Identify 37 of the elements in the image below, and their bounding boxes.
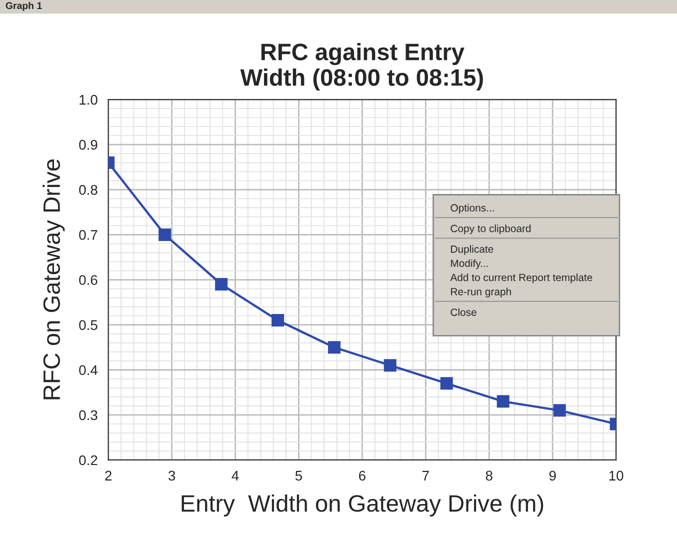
point bbox=[215, 278, 228, 291]
x-tick-label: 3 bbox=[168, 470, 176, 481]
annotation: Add to current Report template bbox=[450, 274, 592, 284]
point bbox=[496, 395, 510, 408]
x-tick-label: 2 bbox=[105, 470, 112, 480]
annotation: Modify... bbox=[451, 259, 488, 270]
point bbox=[158, 228, 172, 241]
point bbox=[272, 314, 284, 327]
x-tick-label: 4 bbox=[232, 470, 239, 480]
y-tick-label: 0.7 bbox=[79, 230, 98, 240]
y-axis-title: RFC on Gateway Drive bbox=[42, 159, 65, 400]
point bbox=[440, 377, 453, 390]
y-tick-label: 0.9 bbox=[79, 140, 98, 150]
y-tick-label: 1.0 bbox=[80, 94, 98, 105]
chart-title: RFC against Entry Width (08:00 to 08:15) bbox=[240, 42, 483, 91]
x-tick-label: 6 bbox=[359, 470, 366, 481]
x-tick-label: 10 bbox=[609, 470, 624, 481]
annotation: Close bbox=[450, 308, 476, 316]
y-tick-label: 0.2 bbox=[79, 455, 98, 466]
y-tick-label: 0.6 bbox=[79, 275, 98, 285]
annotation: Copy to clipboard bbox=[450, 224, 531, 234]
x-axis-title: Entry Width on Gateway Drive (m) bbox=[182, 494, 544, 516]
point bbox=[384, 359, 396, 372]
annotation: Re-run graph bbox=[451, 288, 511, 298]
x-tick-label: 7 bbox=[422, 470, 429, 480]
annotation: Options... bbox=[450, 204, 494, 214]
y-tick-label: 0.3 bbox=[79, 410, 98, 420]
point bbox=[553, 404, 566, 417]
x-tick-label: 9 bbox=[549, 470, 556, 481]
point bbox=[328, 341, 341, 354]
x-tick-label: 5 bbox=[295, 470, 302, 481]
y-tick-label: 0.4 bbox=[79, 365, 98, 376]
annotation: Duplicate bbox=[451, 245, 494, 255]
y-tick-label: 0.8 bbox=[79, 184, 98, 195]
x-tick-label: 8 bbox=[486, 470, 492, 481]
caption: Graph 1 bbox=[6, 2, 42, 11]
y-tick-label: 0.5 bbox=[79, 320, 98, 330]
